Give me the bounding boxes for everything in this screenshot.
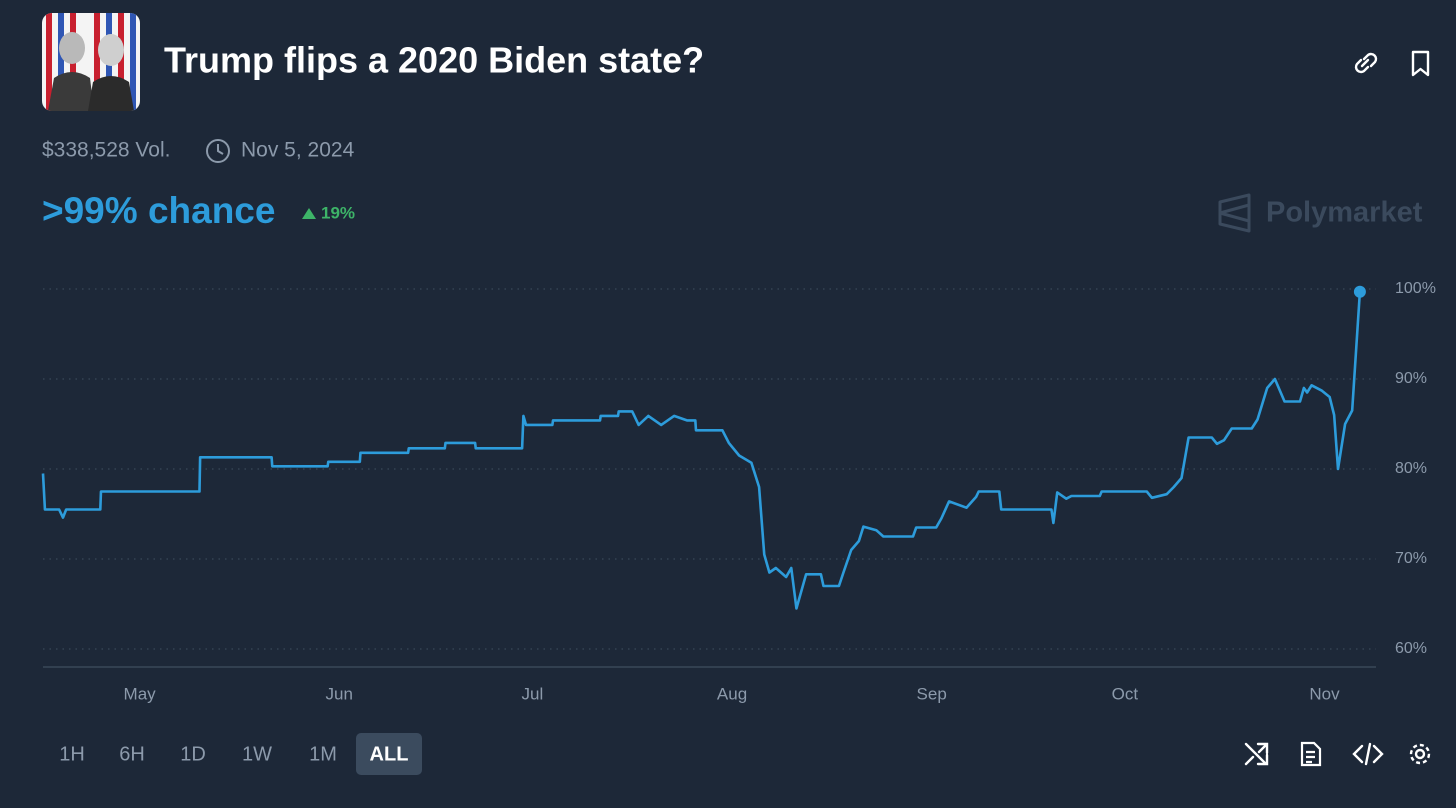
x-tick-label: Nov — [1309, 684, 1340, 703]
y-tick-label: 60% — [1395, 640, 1427, 657]
end-date: Nov 5, 2024 — [241, 139, 355, 162]
notes-button[interactable] — [1300, 741, 1322, 767]
volume: $338,528 Vol. — [42, 139, 170, 162]
copy-link-button[interactable] — [1354, 52, 1378, 74]
chart: 60% 70% 80% 90% 100% May Jun Jul Aug Sep Oct Nov — [41, 280, 1436, 703]
range-controls: 1H 6H 1D 1W 1M ALL — [59, 733, 422, 775]
range-button-label: 6H — [119, 743, 145, 765]
brand-logo — [1218, 193, 1251, 233]
x-tick-label: May — [124, 684, 157, 703]
chance: >99% chance — [42, 190, 275, 231]
settings-button[interactable] — [1409, 743, 1431, 765]
y-tick-label: 70% — [1395, 550, 1427, 567]
brand: Polymarket — [1266, 197, 1423, 229]
range-button[interactable]: 1W — [242, 743, 272, 765]
range-button[interactable]: 1D — [180, 743, 206, 765]
range-button-label: 1W — [242, 743, 272, 765]
y-tick-label: 100% — [1395, 280, 1436, 297]
range-button[interactable]: 1H — [59, 743, 85, 765]
price-line — [41, 291, 1362, 610]
embed-button[interactable] — [1352, 742, 1384, 766]
range-button-label: 1D — [180, 743, 206, 765]
bookmark-button[interactable] — [1411, 50, 1430, 77]
x-tick-label: Aug — [717, 684, 747, 703]
change-arrow — [302, 208, 316, 219]
clock-icon — [206, 139, 230, 163]
y-tick-label: 90% — [1395, 370, 1427, 387]
range-button-label: ALL — [370, 743, 409, 765]
range-button-active-bg — [356, 733, 422, 775]
change: 19% — [321, 203, 355, 222]
market-icon — [42, 13, 140, 111]
x-tick-label: Oct — [1112, 684, 1139, 703]
range-button[interactable]: 6H — [119, 743, 145, 765]
x-tick-label: Jun — [326, 684, 353, 703]
range-button-label: 1H — [59, 743, 85, 765]
last-point — [1353, 285, 1366, 298]
range-button[interactable]: 1M — [309, 743, 337, 765]
range-button[interactable]: ALL — [356, 733, 422, 775]
x-tick-label: Jul — [522, 684, 544, 703]
y-tick-label: 80% — [1395, 460, 1427, 477]
market-title: Trump flips a 2020 Biden state? — [164, 40, 704, 81]
range-button-label: 1M — [309, 743, 337, 765]
shuffle-button[interactable] — [1244, 742, 1269, 766]
x-tick-label: Sep — [917, 684, 947, 703]
